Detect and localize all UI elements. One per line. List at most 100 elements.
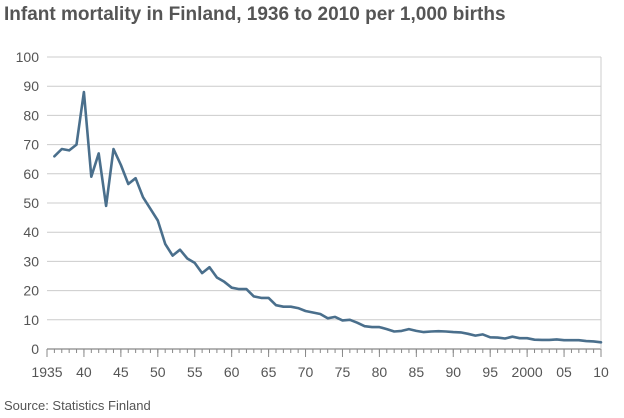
x-tick-label: 90 xyxy=(445,364,461,380)
data-point xyxy=(312,311,314,314)
data-point xyxy=(526,337,528,340)
data-point xyxy=(275,304,277,307)
data-point xyxy=(341,319,344,322)
data-point xyxy=(304,310,307,312)
data-point xyxy=(400,330,403,332)
x-tick-label: 45 xyxy=(113,364,129,380)
data-point xyxy=(61,148,63,150)
y-tick-label: 60 xyxy=(23,166,39,182)
data-point xyxy=(504,337,506,340)
data-point xyxy=(267,297,270,299)
data-point xyxy=(570,339,573,342)
data-point xyxy=(230,286,233,289)
data-point xyxy=(186,257,189,260)
data-point xyxy=(142,196,144,198)
data-point xyxy=(563,339,565,342)
data-point xyxy=(112,148,115,150)
data-point xyxy=(75,143,78,146)
data-point xyxy=(541,339,543,341)
data-point xyxy=(378,326,381,328)
data-point xyxy=(533,338,536,341)
data-point xyxy=(171,254,174,257)
data-point xyxy=(201,272,203,274)
x-tick-label: 75 xyxy=(335,364,351,380)
x-tick-label: 85 xyxy=(409,364,425,380)
data-point xyxy=(127,183,130,185)
data-point xyxy=(496,336,499,339)
data-point xyxy=(578,339,580,342)
data-point xyxy=(511,335,514,338)
data-point xyxy=(518,337,521,340)
data-point xyxy=(408,328,410,330)
data-point xyxy=(386,328,388,330)
y-tick-label: 30 xyxy=(23,253,39,269)
data-point xyxy=(326,317,329,320)
chart-title: Infant mortality in Finland, 1936 to 201… xyxy=(4,4,506,25)
x-tick-label: 60 xyxy=(224,364,240,380)
data-point xyxy=(474,334,477,337)
y-tick-label: 90 xyxy=(23,78,39,94)
data-point xyxy=(53,155,56,158)
data-point xyxy=(452,331,455,333)
data-point xyxy=(260,297,263,299)
y-tick-label: 0 xyxy=(31,341,39,357)
data-point xyxy=(585,340,587,342)
data-point xyxy=(548,339,551,341)
data-point xyxy=(134,177,137,179)
data-point xyxy=(600,341,602,344)
data-point xyxy=(415,330,418,332)
series-layer xyxy=(53,90,603,344)
data-point xyxy=(216,276,218,279)
data-point xyxy=(208,266,211,269)
data-point xyxy=(149,208,152,210)
x-tick-label: 70 xyxy=(298,364,314,380)
data-point xyxy=(297,307,299,309)
x-tick-label: 95 xyxy=(482,364,498,380)
data-point xyxy=(430,330,432,333)
x-tick-label: 80 xyxy=(372,364,388,380)
data-point xyxy=(555,338,558,341)
y-axis-labels: 0 10 20 30 40 50 60 70 80 90 100 xyxy=(16,49,40,357)
data-point xyxy=(422,331,425,333)
data-point xyxy=(489,336,492,339)
data-point xyxy=(356,321,359,324)
x-tick-label: 1935 xyxy=(31,364,62,380)
data-point xyxy=(349,319,351,321)
data-point xyxy=(179,248,181,251)
y-tick-label: 100 xyxy=(16,49,40,65)
data-point xyxy=(282,305,285,308)
data-point xyxy=(245,288,248,290)
data-point xyxy=(253,295,255,298)
x-tick-label: 40 xyxy=(76,364,92,380)
y-tick-label: 40 xyxy=(23,224,39,240)
y-tick-label: 10 xyxy=(23,312,39,328)
data-point xyxy=(83,91,85,93)
data-point xyxy=(592,340,595,343)
data-point xyxy=(90,175,93,178)
x-tick-label: 2000 xyxy=(512,364,543,380)
x-tick-label: 55 xyxy=(187,364,203,380)
data-point xyxy=(120,164,122,166)
data-point xyxy=(334,316,336,318)
x-tick-label: 05 xyxy=(556,364,572,380)
data-point xyxy=(193,262,196,264)
source-note: Source: Statistics Finland xyxy=(4,398,151,413)
data-point xyxy=(97,152,100,155)
data-point xyxy=(164,243,166,245)
data-point xyxy=(157,219,159,222)
data-point xyxy=(319,313,322,315)
data-point xyxy=(371,326,373,328)
data-point xyxy=(68,149,70,152)
y-tick-label: 80 xyxy=(23,107,39,123)
x-tick-label: 50 xyxy=(150,364,166,380)
x-tick-label: 65 xyxy=(261,364,277,380)
series-line xyxy=(53,90,603,344)
x-axis-ticks xyxy=(46,349,602,357)
y-tick-label: 50 xyxy=(23,195,39,211)
y-tick-label: 20 xyxy=(23,283,39,299)
grid-lines xyxy=(47,56,602,350)
data-point xyxy=(467,333,469,335)
data-point xyxy=(393,330,396,333)
data-point xyxy=(437,330,440,333)
